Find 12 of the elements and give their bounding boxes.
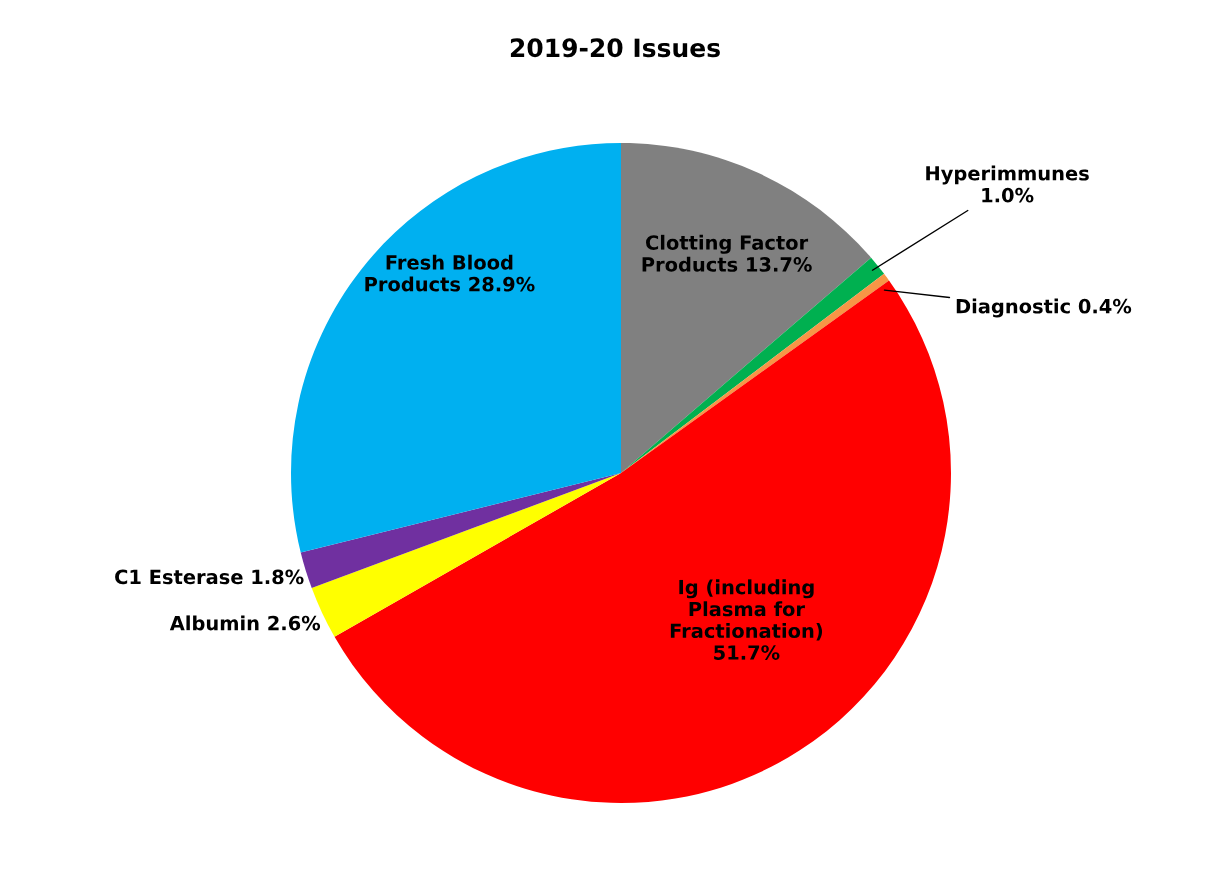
slice-label: Clotting Factor Products 13.7% (642, 234, 812, 272)
slice-label: Diagnostic 0.4% (956, 298, 1132, 318)
data-label: 51.7% (714, 645, 780, 660)
data-label: 1.0% (982, 187, 1034, 203)
slice-label: Ig (including Plasma for Fractionation) (670, 579, 823, 641)
slice-label: Fresh Blood Products 28.9% (365, 254, 535, 292)
pie-slice (291, 143, 621, 553)
chart-title: 2019-20 Issues (510, 38, 720, 58)
slice-label: Hyperimmunes (926, 165, 1089, 185)
slice-label: Albumin 2.6% (169, 615, 321, 631)
pie-slice (621, 143, 872, 473)
slice-label: C1 Esterase 1.8% (115, 569, 304, 585)
